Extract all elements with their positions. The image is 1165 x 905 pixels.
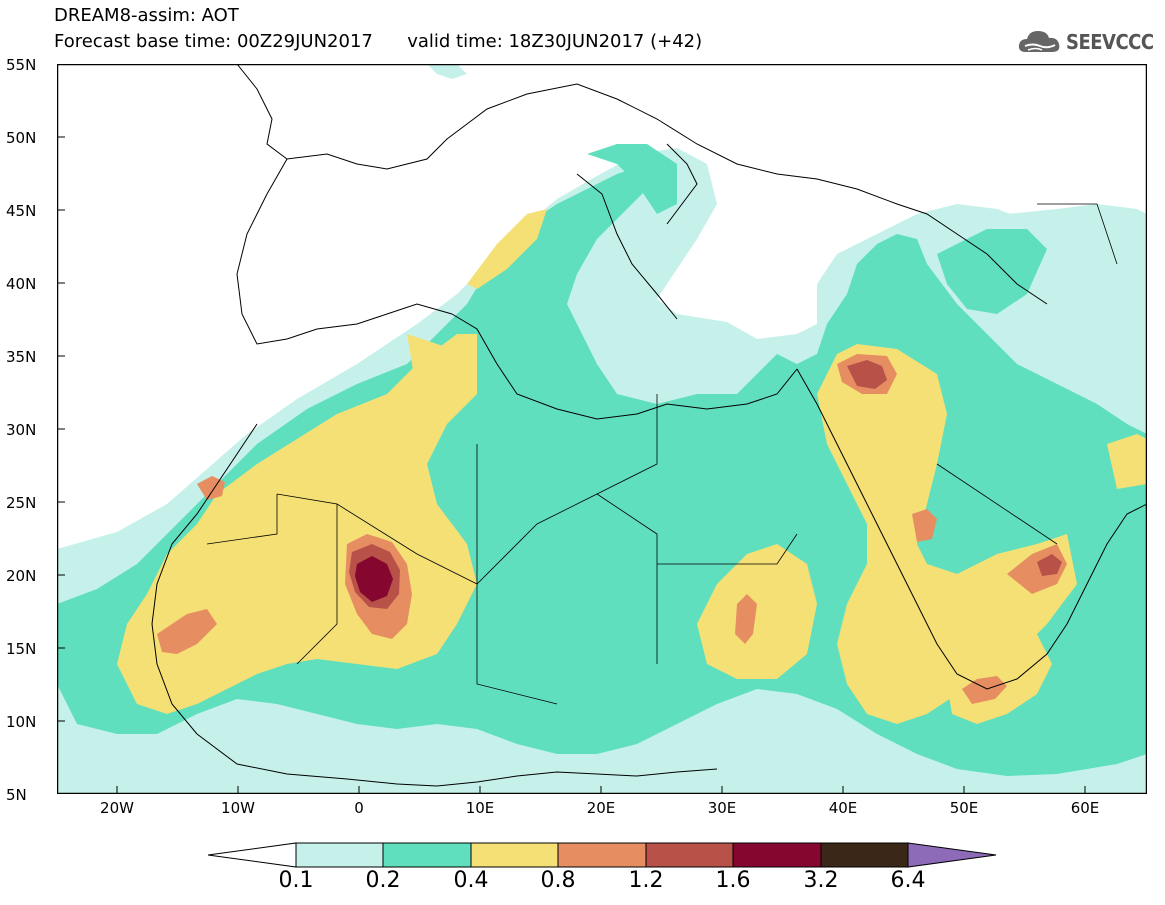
lat-label-55n: 55N — [6, 56, 37, 74]
colorbar-bin-0.8-1.2 — [557, 842, 647, 868]
map-border — [57, 64, 1147, 794]
lat-label-35n: 35N — [6, 348, 37, 366]
lon-label-40e: 40E — [828, 799, 858, 817]
lat-label-5n: 5N — [6, 786, 27, 804]
brand-name: SEEVCCC — [1066, 30, 1154, 54]
lat-label-20n: 20N — [6, 567, 37, 585]
lon-label-50e: 50E — [949, 799, 979, 817]
seevccc-logo: SEEVCCC — [1016, 24, 1156, 58]
lat-label-40n: 40N — [6, 275, 37, 293]
colorbar-label-1.2: 1.2 — [628, 868, 664, 893]
lon-label-20w: 20W — [100, 799, 134, 817]
lat-label-25n: 25N — [6, 494, 37, 512]
lat-label-45n: 45N — [6, 202, 37, 220]
colorbar-bin-0.2-0.4 — [382, 842, 472, 868]
map-ticks — [57, 64, 1086, 794]
lon-label-0: 0 — [354, 799, 364, 817]
lat-label-30n: 30N — [6, 421, 37, 439]
lon-label-20e: 20E — [586, 799, 616, 817]
aot-map — [57, 64, 1147, 794]
lon-label-60e: 60E — [1070, 799, 1100, 817]
country-borders — [206, 203, 1118, 705]
colorbar-bin-0.4-0.8 — [470, 842, 559, 868]
colorbar-label-0.8: 0.8 — [540, 868, 576, 893]
colorbar-bin-0.1-0.2 — [295, 842, 384, 868]
lon-label-10w: 10W — [221, 799, 255, 817]
map-title: DREAM8-assim: AOT — [54, 5, 239, 26]
colorbar-label-0.4: 0.4 — [453, 868, 489, 893]
colorbar-over-arrow — [907, 842, 997, 868]
lon-label-30e: 30E — [707, 799, 737, 817]
cloud-icon — [1018, 31, 1060, 52]
aot-contour-1.6 — [355, 556, 393, 602]
coastlines — [151, 64, 1147, 787]
colorbar-label-0.1: 0.1 — [278, 868, 314, 893]
colorbar-label-3.2: 3.2 — [803, 868, 839, 893]
colorbar-label-0.2: 0.2 — [365, 868, 401, 893]
colorbar-label-1.6: 1.6 — [715, 868, 751, 893]
lat-label-50n: 50N — [6, 129, 37, 147]
lon-label-10e: 10E — [465, 799, 495, 817]
map-subtitle-times: Forecast base time: 00Z29JUN2017 valid t… — [54, 31, 703, 52]
colorbar-bin-3.2-6.4 — [820, 842, 909, 868]
colorbar-under-arrow — [208, 842, 297, 868]
colorbar-bin-1.2-1.6 — [645, 842, 734, 868]
lat-label-15n: 15N — [6, 640, 37, 658]
colorbar-label-6.4: 6.4 — [890, 868, 926, 893]
lat-label-10n: 10N — [6, 713, 37, 731]
colorbar-bin-1.6-3.2 — [732, 842, 822, 868]
aot-colorbar — [208, 842, 997, 868]
